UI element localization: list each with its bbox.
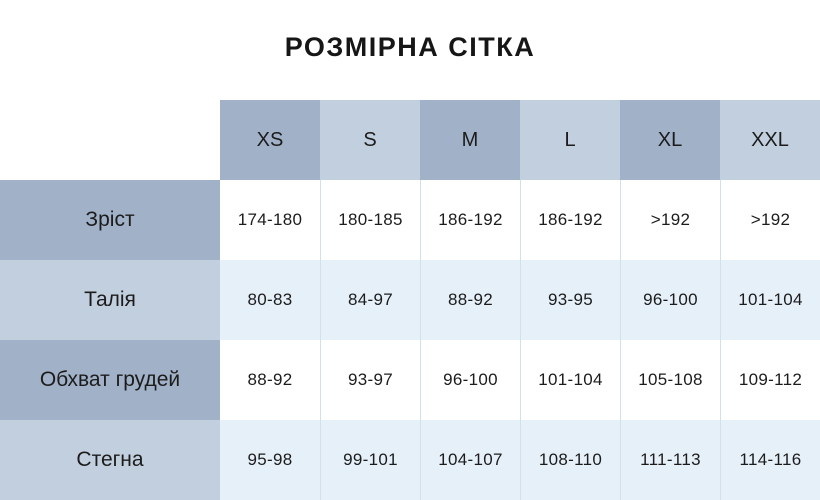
table-cell: 88-92 — [220, 340, 320, 420]
table-cell: 96-100 — [620, 260, 720, 340]
row-label-chest: Обхват грудей — [0, 340, 220, 420]
column-header-xl: XL — [620, 100, 720, 180]
column-header-l: L — [520, 100, 620, 180]
table-cell: 114-116 — [720, 420, 820, 500]
table-cell: 186-192 — [420, 180, 520, 260]
page-title: РОЗМІРНА СІТКА — [284, 32, 536, 62]
table-cell: 95-98 — [220, 420, 320, 500]
table-cell: 111-113 — [620, 420, 720, 500]
table-cell: 88-92 — [420, 260, 520, 340]
table-cell: 96-100 — [420, 340, 520, 420]
table-cell: 104-107 — [420, 420, 520, 500]
column-header-xxl: XXL — [720, 100, 820, 180]
table-cell: 186-192 — [520, 180, 620, 260]
table-cell: 108-110 — [520, 420, 620, 500]
row-label-hips: Стегна — [0, 420, 220, 500]
corner-cell — [0, 100, 220, 180]
table-cell: 93-95 — [520, 260, 620, 340]
table-cell: 101-104 — [720, 260, 820, 340]
row-label-waist: Талія — [0, 260, 220, 340]
table-cell: 180-185 — [320, 180, 420, 260]
table-cell: >192 — [620, 180, 720, 260]
row-label-height: Зріст — [0, 180, 220, 260]
table-cell: 93-97 — [320, 340, 420, 420]
table-cell: 80-83 — [220, 260, 320, 340]
table-cell: >192 — [720, 180, 820, 260]
table-cell: 105-108 — [620, 340, 720, 420]
table-cell: 174-180 — [220, 180, 320, 260]
column-header-m: M — [420, 100, 520, 180]
table-cell: 101-104 — [520, 340, 620, 420]
table-cell: 99-101 — [320, 420, 420, 500]
size-table: XS S M L XL XXL Зріст 174-180 180-185 18… — [0, 100, 820, 500]
column-header-s: S — [320, 100, 420, 180]
column-header-xs: XS — [220, 100, 320, 180]
table-cell: 84-97 — [320, 260, 420, 340]
table-cell: 109-112 — [720, 340, 820, 420]
